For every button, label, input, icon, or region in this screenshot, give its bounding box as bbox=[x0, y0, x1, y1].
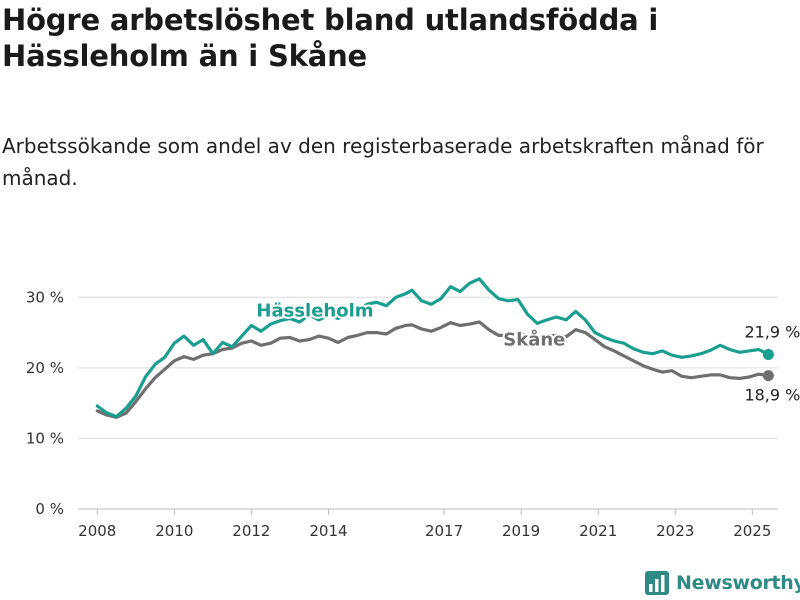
series-end-label-0: 21,9 % bbox=[744, 322, 800, 341]
series-lines bbox=[95, 277, 774, 419]
newsworthy-logo: Newsworthy bbox=[644, 570, 800, 596]
x-tick-label: 2010 bbox=[155, 522, 193, 540]
x-tick-label: 2008 bbox=[78, 522, 116, 540]
series-end-point-0 bbox=[762, 348, 774, 360]
y-tick-label: 30 % bbox=[26, 288, 64, 306]
series-name-label-0: Hässleholm bbox=[256, 301, 373, 322]
x-tick-label: 2025 bbox=[733, 522, 771, 540]
x-tick-label: 2014 bbox=[309, 522, 347, 540]
series-end-point-1 bbox=[762, 370, 774, 382]
x-tick-label: 2012 bbox=[232, 522, 270, 540]
x-tick-label: 2019 bbox=[502, 522, 540, 540]
chart-title: Högre arbetslöshet bland utlandsfödda i … bbox=[2, 3, 659, 73]
series-line-0 bbox=[95, 277, 770, 419]
x-tick-label: 2021 bbox=[579, 522, 617, 540]
series-end-label-1: 18,9 % bbox=[744, 386, 800, 405]
axes: 0 % 10 % 20 % 30 % 2008 2010 2012 2014 2017 2019 2… bbox=[26, 288, 772, 540]
series-name-label-1: Skåne bbox=[503, 328, 565, 350]
y-tick-label: 10 % bbox=[26, 429, 64, 447]
y-tick-label: 0 % bbox=[35, 500, 64, 518]
newsworthy-logo-icon bbox=[645, 571, 669, 595]
newsworthy-logo-text: Newsworthy bbox=[676, 572, 800, 594]
series-labels: Hässleholm Skåne 21,9 % 18,9 % bbox=[254, 299, 800, 405]
x-tick-label: 2017 bbox=[425, 522, 463, 540]
x-tick-label: 2023 bbox=[656, 522, 694, 540]
y-tick-label: 20 % bbox=[26, 359, 64, 377]
series-line-1 bbox=[95, 320, 770, 419]
chart-subtitle: Arbetssökande som andel av den registerb… bbox=[2, 134, 764, 190]
gridlines bbox=[78, 296, 778, 510]
